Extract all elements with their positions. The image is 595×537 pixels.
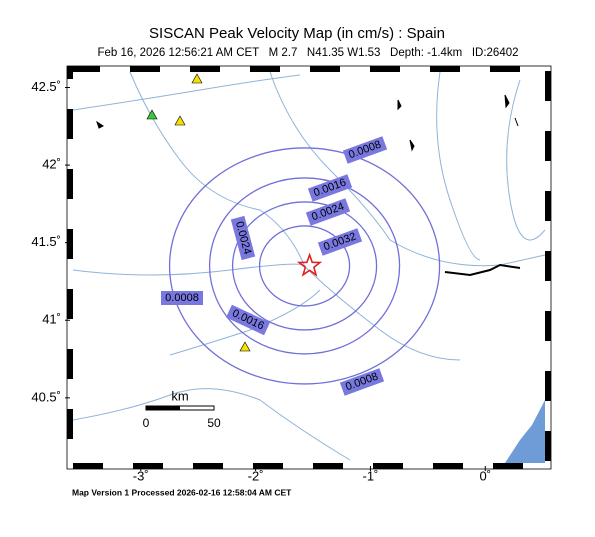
contour-label-box — [317, 228, 363, 256]
frame-outline — [66, 65, 552, 470]
contour-label-box — [339, 368, 385, 396]
x-tick-label: -2˚ — [248, 468, 264, 483]
contours: 0.00080.00160.00240.00320.00240.00080.00… — [161, 136, 441, 396]
y-tick-label: 42˚ — [42, 157, 61, 172]
footer: Map Version 1 Processed 2026-02-16 12:58… — [72, 487, 292, 497]
contour-label-text: 0.0008 — [165, 292, 199, 304]
contour-label-box — [305, 198, 351, 226]
stations — [146, 73, 251, 352]
contour-label-box — [307, 174, 353, 202]
contour-label-box — [342, 136, 388, 164]
y-tick-label: 41.5˚ — [31, 234, 61, 249]
contour-label-box — [230, 215, 256, 261]
epicenter — [296, 252, 323, 277]
contour-label: 0.0008 — [161, 291, 203, 305]
x-tick-label: 0˚ — [480, 468, 492, 483]
contour-label-box — [226, 304, 270, 336]
contour — [231, 201, 378, 331]
y-tick-label: 41˚ — [42, 312, 61, 327]
x-tick-label: -3˚ — [133, 468, 149, 483]
frame — [67, 66, 551, 469]
scale-unit: km — [171, 388, 188, 403]
contour-label-box — [161, 291, 203, 305]
basemap — [72, 71, 546, 463]
scale-start: 0 — [143, 416, 150, 430]
scale-bar: km 0 50 — [143, 388, 221, 430]
contour — [258, 225, 351, 307]
scale-end: 50 — [207, 416, 221, 430]
subtitle: Feb 16, 2026 12:56:21 AM CET M 2.7 N41.3… — [97, 47, 518, 59]
title: SISCAN Peak Velocity Map (in cm/s) : Spa… — [149, 25, 445, 42]
y-tick-label: 40.5˚ — [31, 389, 61, 404]
y-tick-label: 42.5˚ — [31, 79, 61, 94]
contour — [208, 177, 401, 355]
contour — [168, 147, 441, 385]
x-tick-label: -1˚ — [362, 468, 378, 483]
